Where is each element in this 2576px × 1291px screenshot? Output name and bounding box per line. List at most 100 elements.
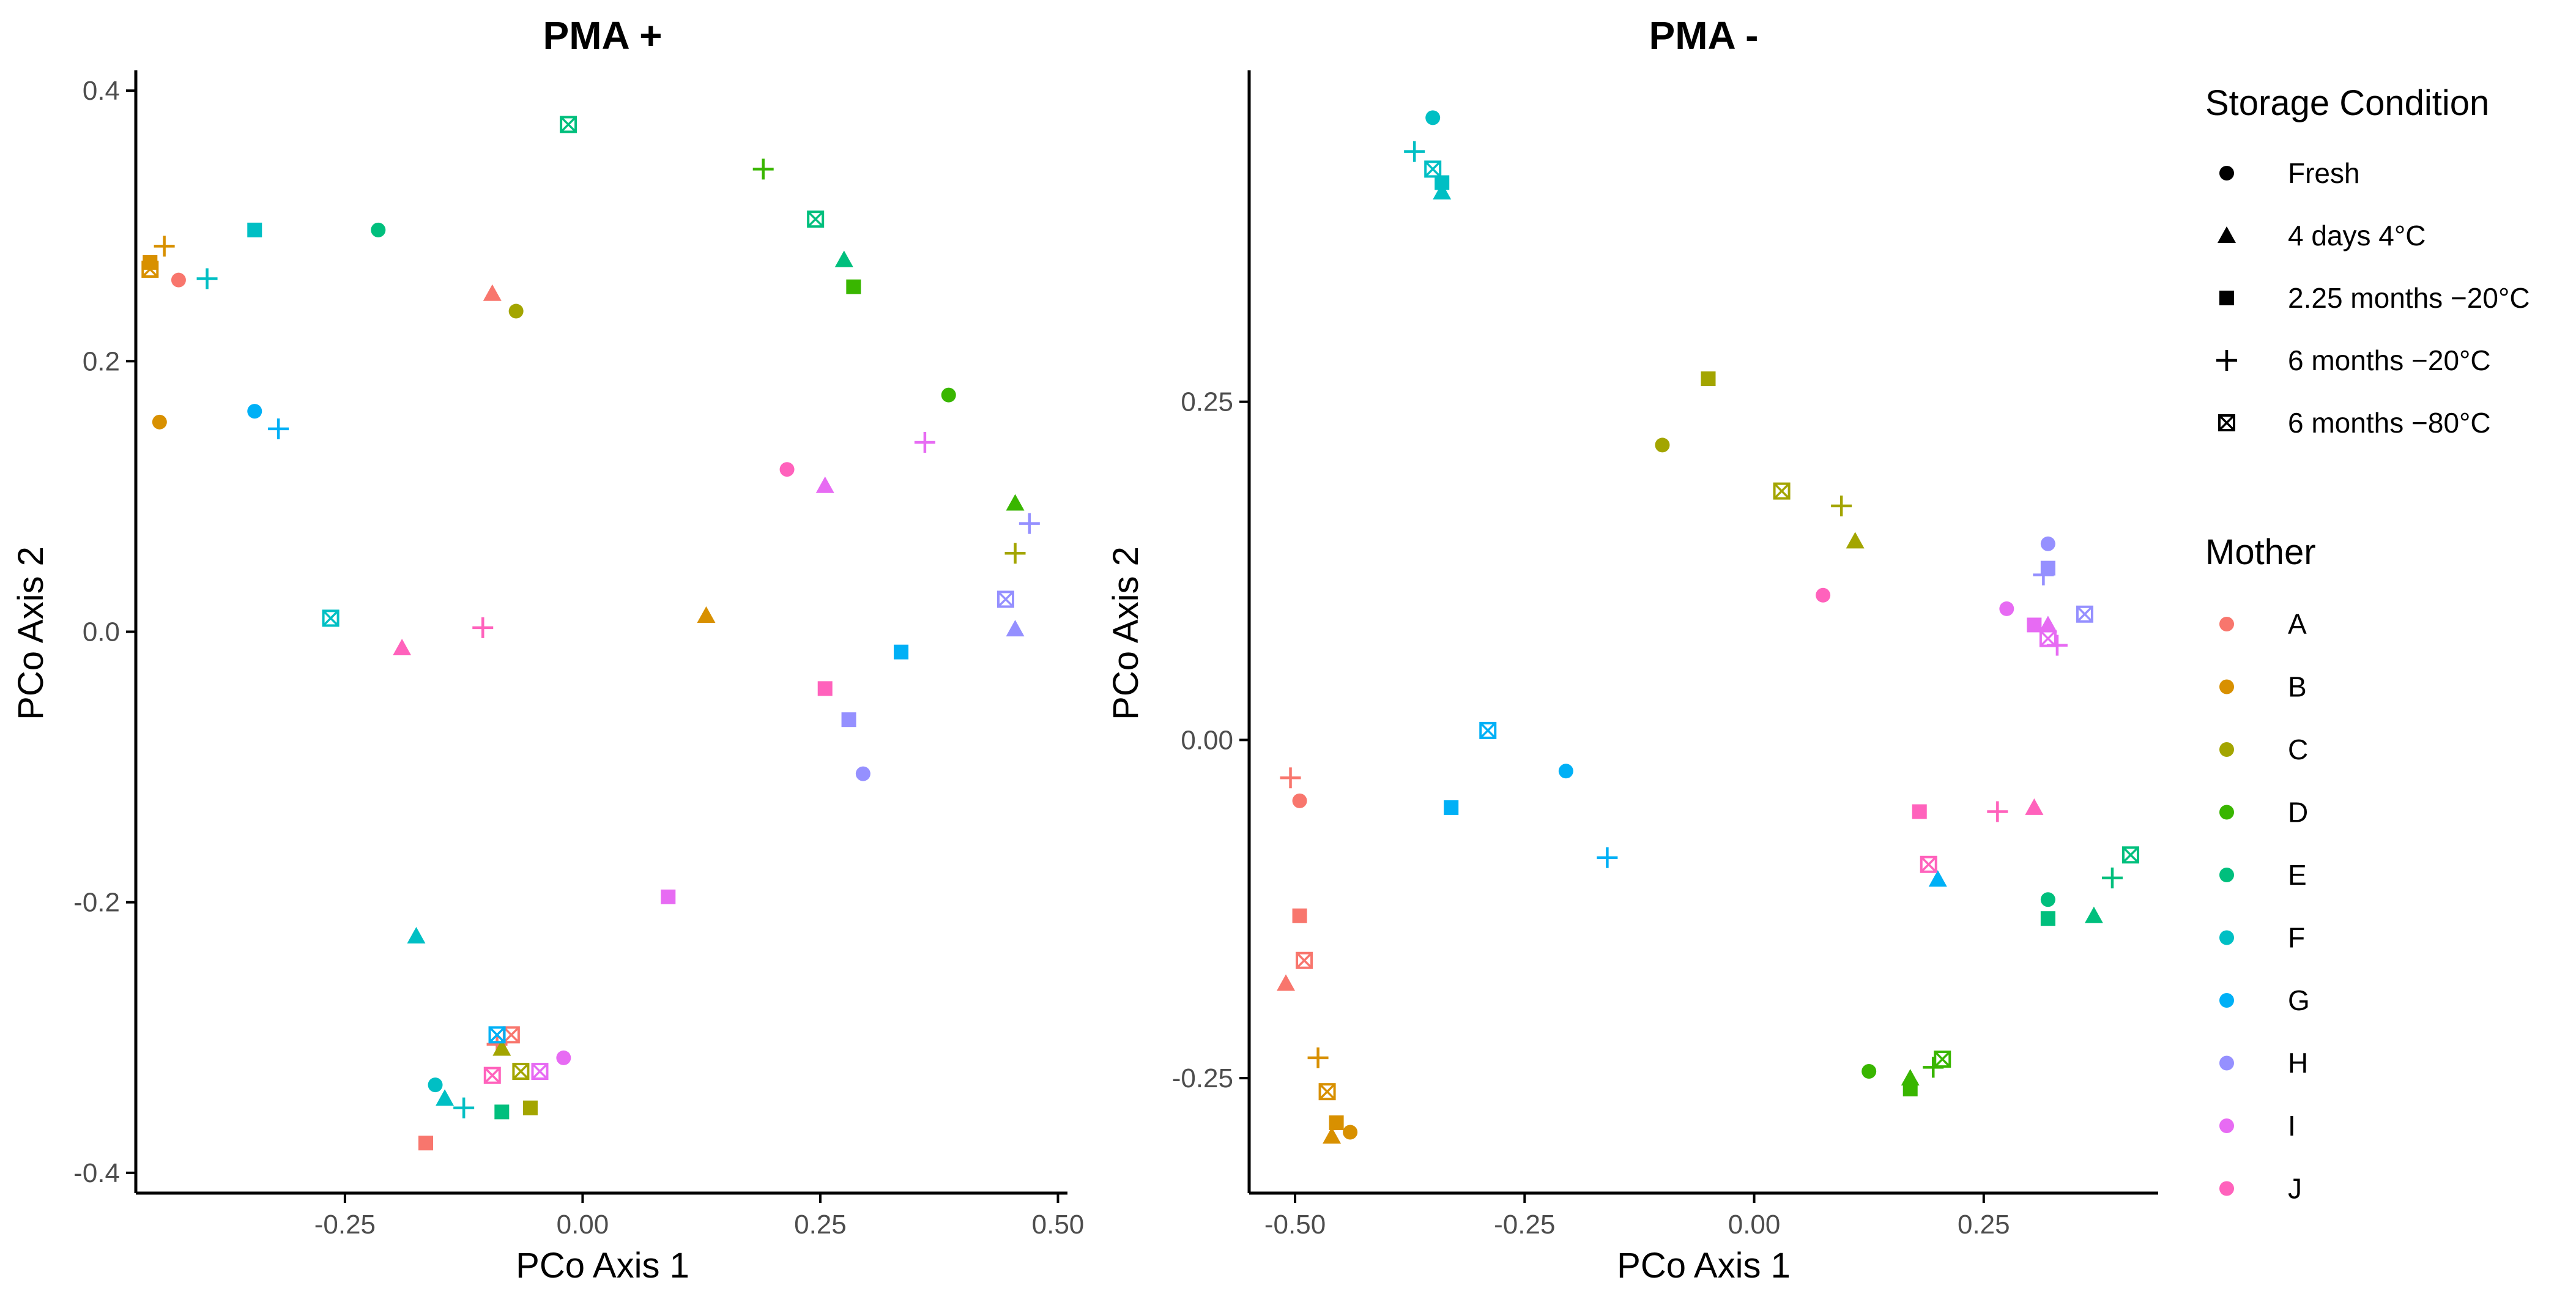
data-point [492,1039,511,1056]
data-point [2033,564,2054,586]
pma-plus-panel: PMA + -0.25 0.00 0.25 0.50 -0.4 -0.2 0.0 0.2 0.4… [11,13,1084,1285]
data-point [894,644,909,660]
y-tick-label: -0.2 [73,888,120,918]
mother-key-symbol [2219,1181,2234,1196]
marker-group [1277,110,2139,1144]
data-point [914,431,935,453]
data-point [522,1100,538,1115]
data-point [2101,867,2123,888]
x-tick-label: -0.50 [1264,1210,1326,1240]
y-tick-label: 0.00 [1181,725,1233,755]
mother-key-symbol [2219,1118,2234,1133]
mother-key-label: J [2288,1173,2302,1205]
data-point [1280,767,1301,789]
mother-key-label: E [2288,859,2307,891]
y-tick-label: 0.2 [83,346,120,376]
data-point [1296,951,1313,969]
data-point [1277,974,1296,991]
data-point [268,418,289,439]
x-tick-label: 0.00 [1728,1210,1781,1240]
y-tick-label: 0.0 [83,617,120,647]
data-point [556,1050,571,1065]
data-point [322,609,340,627]
mother-key-symbol [2219,868,2234,882]
x-tick-label: 0.00 [557,1210,609,1240]
data-point [418,1136,433,1151]
data-point [846,279,861,294]
data-point [841,712,856,727]
storage-key-label: Fresh [2288,157,2360,189]
data-point [196,268,218,289]
data-point [941,387,956,403]
data-point [779,462,795,477]
data-point [2084,906,2103,923]
legend: Storage Condition Fresh 4 days 4°C 2.25 mo… [2205,83,2530,1205]
x-tick-label: 0.50 [1032,1210,1085,1240]
mother-key-label: H [2288,1047,2308,1079]
data-point [752,158,774,180]
data-point [817,681,833,696]
mother-key-symbol [2219,805,2234,820]
data-point [2040,892,2055,907]
data-point [855,766,870,781]
data-point [661,889,676,904]
data-point [2121,846,2139,864]
data-point [1920,855,1937,873]
data-point [1901,1069,1920,1086]
data-point [1323,1127,1342,1144]
data-point [1773,482,1791,500]
mother-key-label: D [2288,797,2308,828]
mother-key-label: G [2288,984,2310,1016]
data-point [1006,620,1025,637]
tick-group: -0.25 0.00 0.25 0.50 -0.4 -0.2 0.0 0.2 0.4 [73,76,1084,1240]
data-point [2038,616,2057,633]
data-point [834,250,853,267]
mother-key-symbol [2219,617,2234,631]
marker-group [141,116,1040,1151]
data-point [1934,1051,1951,1068]
data-point [494,1104,510,1120]
storage-key-label: 2.25 months −20°C [2288,282,2530,314]
data-point [472,617,494,638]
data-point [1831,495,1852,516]
storage-key-label: 6 months −80°C [2288,407,2491,439]
data-point [2076,605,2093,623]
data-point [453,1097,475,1118]
data-point [2025,798,2044,815]
data-point [171,272,186,288]
storage-key-label: 6 months −20°C [2288,344,2491,376]
data-point [1424,160,1442,178]
data-point [1912,804,1927,819]
mother-key-label: B [2288,671,2307,703]
data-point [154,236,175,257]
y-tick-label: 0.4 [83,76,120,106]
y-axis-label: PCo Axis 2 [1106,546,1146,720]
storage-key-symbol [2219,291,2234,305]
data-point [807,210,825,228]
data-point [502,1026,520,1044]
data-point [512,1063,530,1081]
mother-key-label: C [2288,734,2308,765]
data-point [247,404,262,419]
data-point [141,260,159,278]
x-tick-label: 0.25 [794,1210,847,1240]
data-point [2046,634,2068,656]
x-tick-label: 0.25 [1958,1210,2010,1240]
data-point [997,590,1014,608]
data-point [1318,1083,1336,1101]
data-point [1343,1125,1358,1140]
data-point [560,116,577,133]
data-point [1292,793,1307,808]
data-point [1425,110,1441,125]
data-point [1292,908,1307,923]
data-point [483,284,502,301]
data-point [1928,870,1947,887]
data-point [407,926,426,943]
data-point [1987,801,2008,822]
data-point [483,1066,501,1084]
y-tick-label: -0.4 [73,1158,120,1188]
mother-key-label: I [2288,1110,2296,1142]
data-point [1329,1115,1344,1131]
